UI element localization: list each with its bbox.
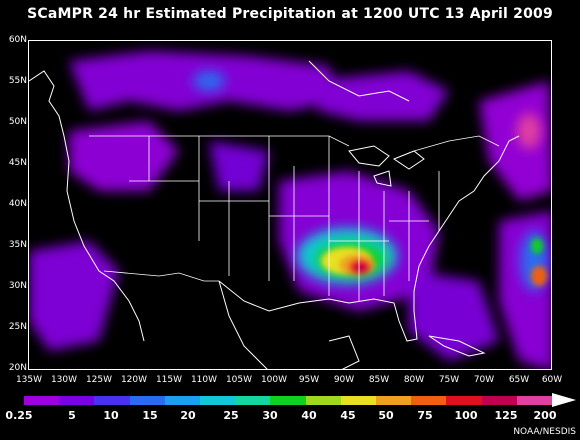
lat-tick-label: 45N bbox=[8, 158, 27, 168]
lat-tick-label: 55N bbox=[8, 76, 27, 86]
legend-label: 100 bbox=[454, 409, 478, 422]
legend-label: 45 bbox=[340, 409, 356, 422]
lat-tick-label: 25N bbox=[8, 322, 27, 332]
precip-field-low bbox=[29, 51, 551, 369]
legend-swatch bbox=[164, 396, 201, 405]
legend-label: 15 bbox=[142, 409, 158, 422]
lat-tick-label: 35N bbox=[8, 240, 27, 250]
legend-label: 0.25 bbox=[5, 409, 33, 422]
lon-tick-label: 95W bbox=[298, 375, 320, 385]
coastlines bbox=[29, 60, 520, 369]
legend-swatch bbox=[200, 396, 236, 405]
lon-tick-label: 105W bbox=[225, 375, 253, 385]
lat-tick-label: 30N bbox=[8, 281, 27, 291]
lon-tick-label: 125W bbox=[85, 375, 113, 385]
legend-swatch bbox=[24, 396, 60, 405]
map-canvas bbox=[29, 51, 551, 369]
legend-label: 125 bbox=[494, 409, 518, 422]
legend-label: 10 bbox=[103, 409, 119, 422]
legend-swatch bbox=[340, 396, 377, 405]
precip-field-heavy bbox=[321, 238, 547, 286]
legend-swatch bbox=[446, 396, 482, 405]
legend-arrow-icon bbox=[552, 393, 576, 407]
legend-swatch bbox=[270, 396, 306, 405]
legend-label: 200 bbox=[533, 409, 557, 422]
legend-swatch bbox=[59, 396, 95, 405]
legend-swatch bbox=[235, 396, 271, 405]
precipitation-map bbox=[28, 40, 552, 370]
legend-label: 30 bbox=[262, 409, 278, 422]
legend-label: 40 bbox=[301, 409, 317, 422]
lat-tick-label: 50N bbox=[8, 117, 27, 127]
legend-label: 75 bbox=[417, 409, 433, 422]
legend-label: 5 bbox=[68, 409, 76, 422]
lon-tick-label: 100W bbox=[260, 375, 288, 385]
lon-tick-label: 60W bbox=[541, 375, 563, 385]
legend-swatch bbox=[376, 396, 412, 405]
lon-tick-label: 90W bbox=[333, 375, 355, 385]
lon-tick-label: 80W bbox=[403, 375, 425, 385]
lon-tick-label: 120W bbox=[120, 375, 148, 385]
page-title: SCaMPR 24 hr Estimated Precipitation at … bbox=[27, 6, 553, 22]
legend-swatch bbox=[516, 396, 553, 405]
legend-swatch bbox=[305, 396, 341, 405]
lon-tick-label: 135W bbox=[15, 375, 43, 385]
lon-tick-label: 75W bbox=[438, 375, 460, 385]
lon-tick-label: 110W bbox=[190, 375, 218, 385]
lat-tick-label: 60N bbox=[8, 35, 27, 45]
lat-tick-label: 20N bbox=[8, 363, 27, 373]
lat-tick-label: 40N bbox=[8, 199, 27, 209]
legend-swatch bbox=[94, 396, 130, 405]
legend-swatch bbox=[129, 396, 165, 405]
legend-swatch bbox=[411, 396, 447, 405]
lon-tick-label: 115W bbox=[155, 375, 183, 385]
credit-text: NOAA/NESDIS bbox=[513, 427, 576, 437]
legend-color-bar bbox=[24, 396, 553, 405]
legend-label: 50 bbox=[378, 409, 394, 422]
lon-tick-label: 70W bbox=[473, 375, 495, 385]
lon-tick-label: 65W bbox=[508, 375, 530, 385]
lon-tick-label: 85W bbox=[368, 375, 390, 385]
legend-label: 25 bbox=[223, 409, 239, 422]
legend-label: 20 bbox=[180, 409, 196, 422]
lon-tick-label: 130W bbox=[50, 375, 78, 385]
political-boundaries bbox=[89, 135, 500, 301]
legend-swatch bbox=[481, 396, 517, 405]
